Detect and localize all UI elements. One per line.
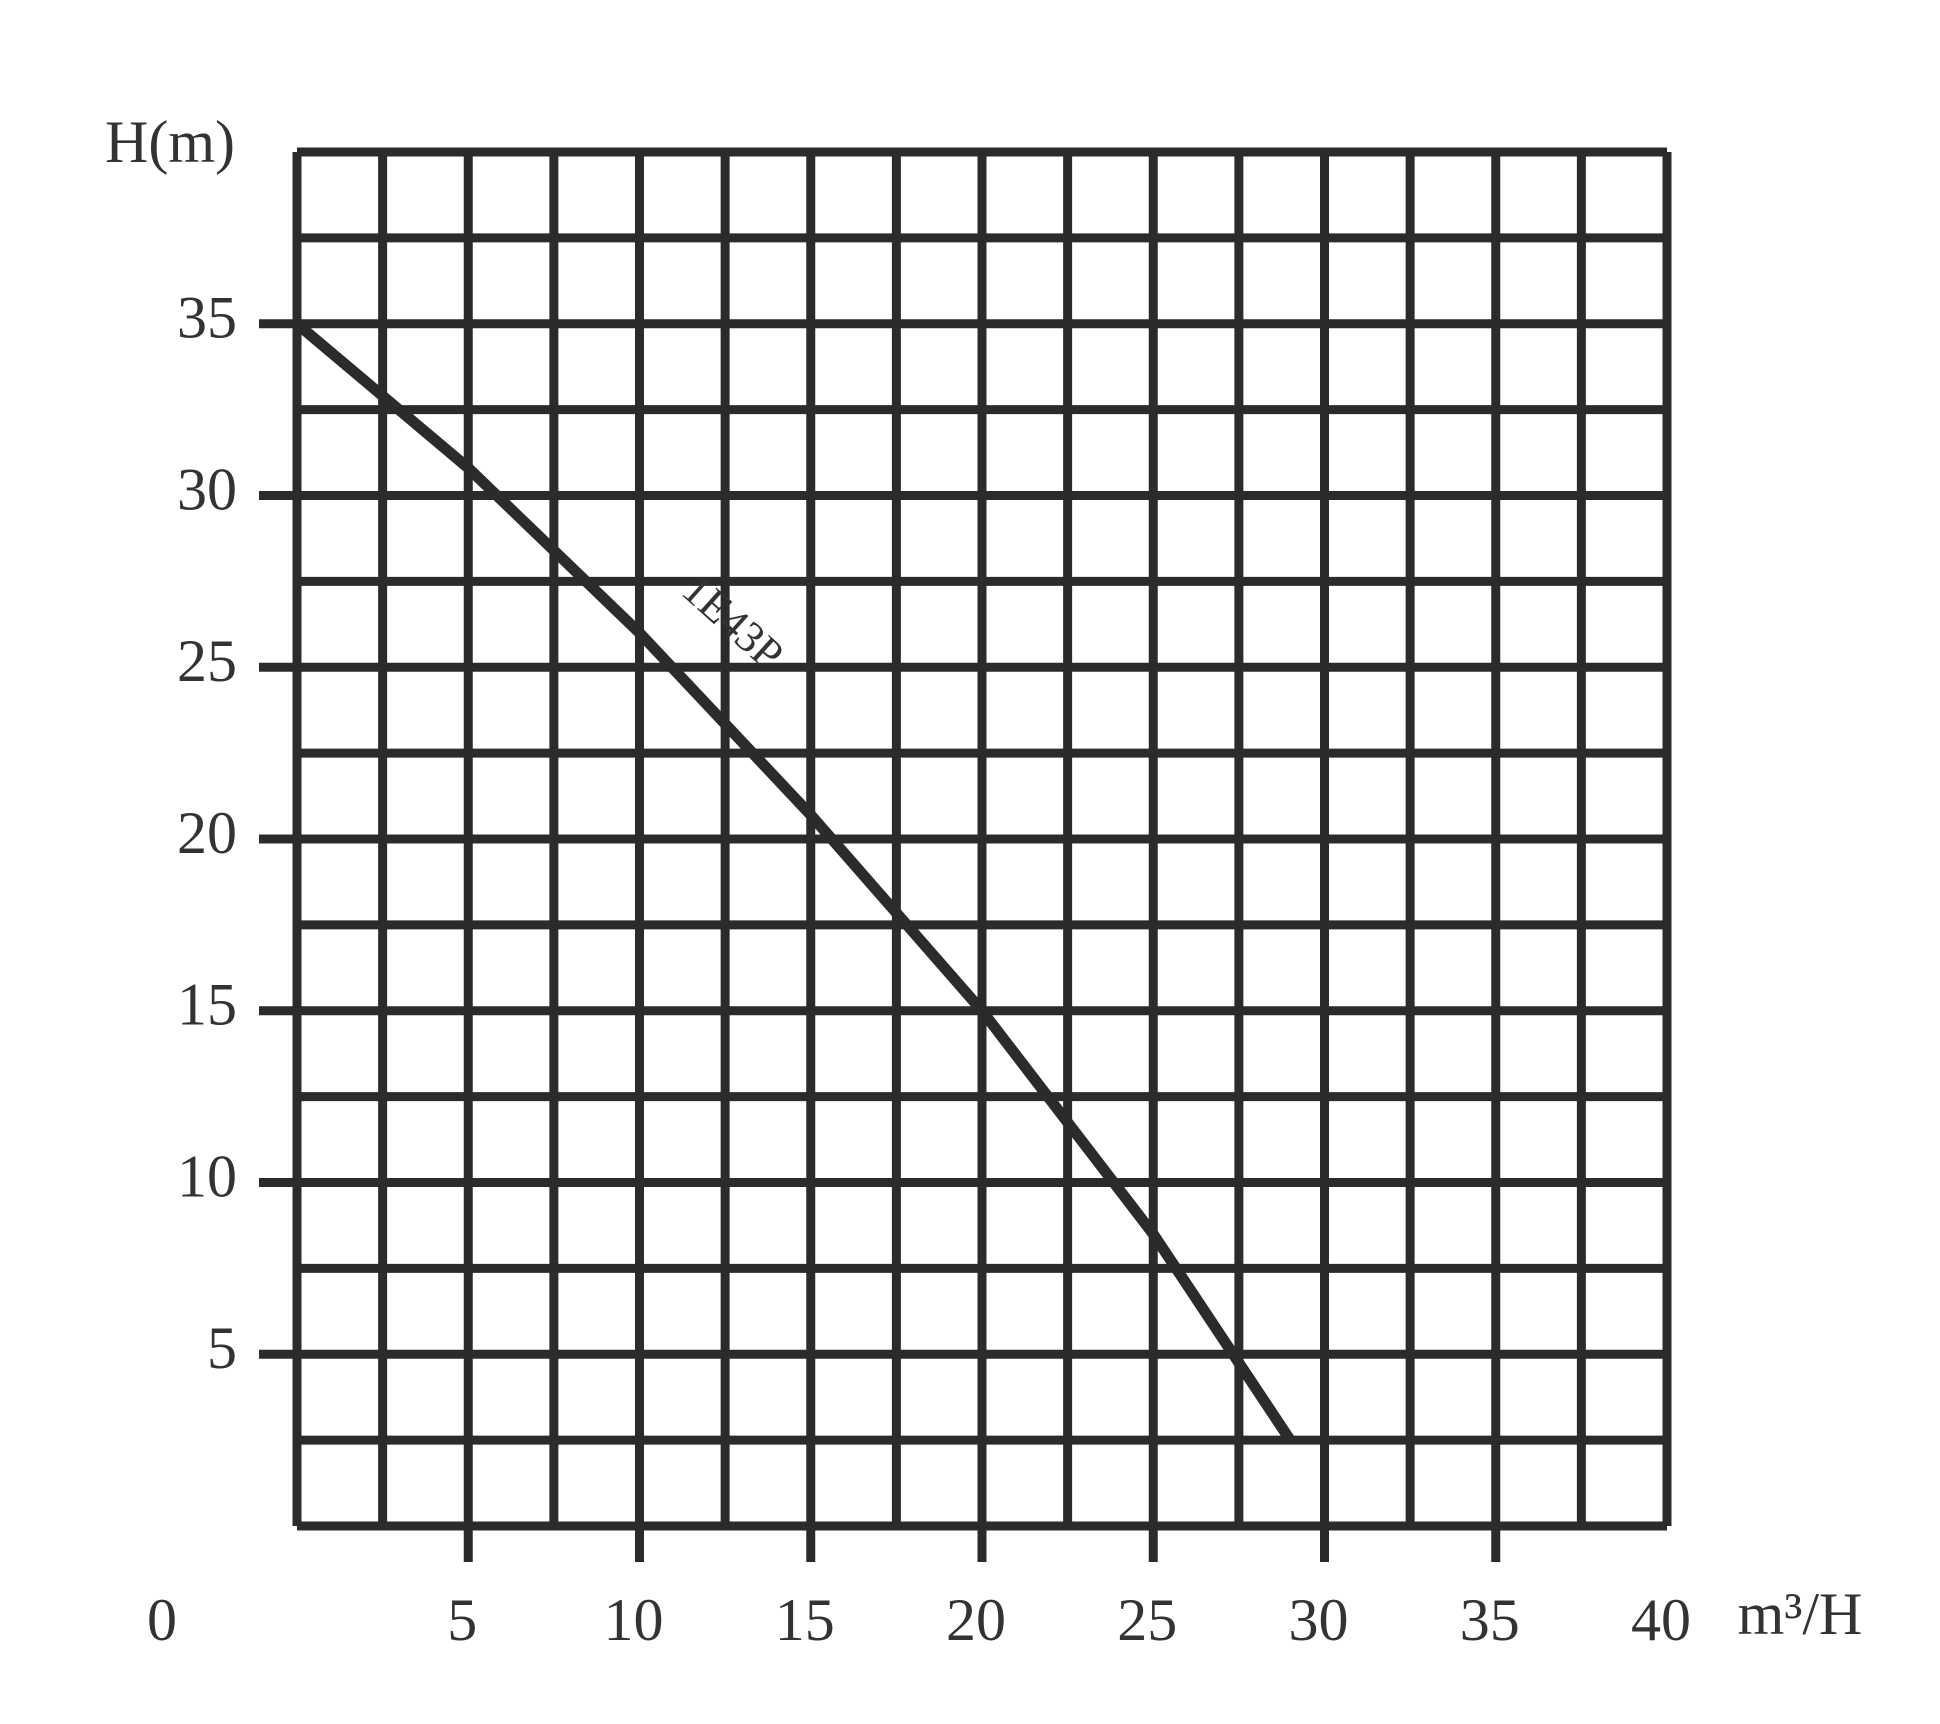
- x-tick-label: 0: [147, 1587, 177, 1653]
- y-tick-label: 20: [177, 800, 237, 866]
- y-tick-label: 25: [177, 628, 237, 694]
- y-tick-label: 10: [177, 1143, 237, 1209]
- data-line: [293, 319, 1295, 1444]
- y-tick-label: 30: [177, 456, 237, 522]
- y-tick-label: 5: [207, 1315, 237, 1381]
- x-tick-label: 25: [1117, 1587, 1177, 1653]
- y-tick-label: 15: [177, 972, 237, 1038]
- x-tick-label: 5: [447, 1587, 477, 1653]
- x-tick-label: 30: [1289, 1587, 1349, 1653]
- y-axis-label: H(m): [105, 109, 235, 175]
- x-tick-label: 20: [946, 1587, 1006, 1653]
- x-tick-label: 35: [1460, 1587, 1520, 1653]
- y-tick-label: 35: [177, 285, 237, 351]
- x-tick-label: 40: [1631, 1587, 1691, 1653]
- x-axis-label: m³/H: [1738, 1581, 1863, 1647]
- x-tick-label: 10: [604, 1587, 664, 1653]
- x-tick-label: 15: [775, 1587, 835, 1653]
